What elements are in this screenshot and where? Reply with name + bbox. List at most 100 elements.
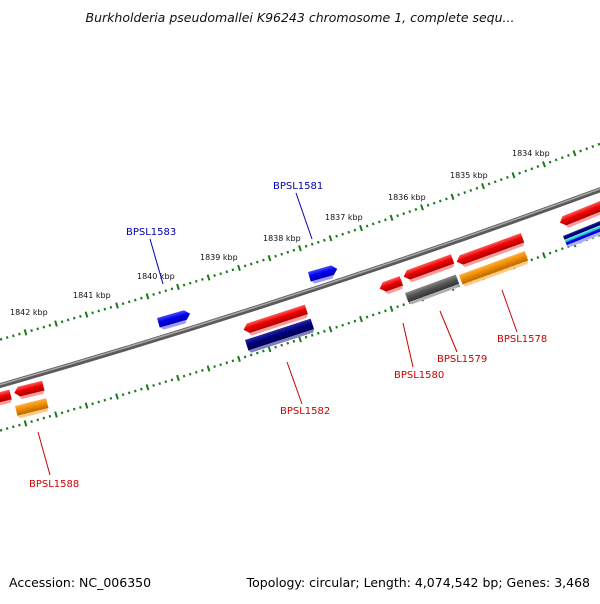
gene-feature-bpsl1579[interactable] <box>405 274 460 306</box>
outer-scale-minor-tick <box>255 260 259 264</box>
scale-labels: 1842 kbp 1841 kbp 1840 kbp 1839 kbp 1838… <box>10 149 550 317</box>
gene-features <box>0 195 600 419</box>
inner-scale-major-tick <box>54 411 58 418</box>
gene-feature-red-left-1[interactable] <box>0 389 12 408</box>
outer-scale-minor-tick <box>140 296 143 300</box>
inner-scale-minor-tick <box>536 256 540 260</box>
inner-scale-minor-tick <box>170 378 174 382</box>
outer-scale-minor-tick <box>121 302 125 306</box>
outer-scale-minor-tick <box>493 180 497 184</box>
gene-feature-red-left-2[interactable] <box>13 380 45 401</box>
gene-feature-red-edge[interactable] <box>558 195 600 231</box>
inner-scale-minor-tick <box>140 387 143 391</box>
inner-scale-minor-tick <box>0 428 3 432</box>
inner-scale-minor-tick <box>316 331 320 335</box>
inner-scale-minor-tick <box>292 339 296 343</box>
gene-feature-bpsl1588[interactable] <box>15 398 49 419</box>
outer-scale-minor-tick <box>567 153 570 157</box>
outer-scale-minor-tick <box>109 305 113 309</box>
outer-scale-minor-tick <box>591 145 595 148</box>
inner-scale-minor-tick <box>310 333 314 337</box>
inner-scale-minor-tick <box>66 409 70 413</box>
gene-label-bpsl1582[interactable]: BPSL1582 <box>280 406 330 417</box>
gene-feature-red-3[interactable] <box>455 233 525 269</box>
connector-bpsl1581 <box>295 192 313 240</box>
gene-feature-navy-edge[interactable] <box>563 217 600 248</box>
gene-feature-bpsl1578[interactable] <box>459 251 529 287</box>
outer-scale-minor-tick <box>414 208 418 211</box>
inner-scale-minor-tick <box>274 345 277 349</box>
outer-scale-minor-tick <box>73 316 76 320</box>
outer-scale-minor-tick <box>262 258 265 262</box>
outer-scale-minor-tick <box>158 291 162 295</box>
gene-label-bpsl1581[interactable]: BPSL1581 <box>273 181 323 192</box>
outer-scale-minor-tick <box>524 169 528 173</box>
gene-feature-red-2[interactable] <box>402 254 455 284</box>
outer-scale-major-tick <box>420 204 424 211</box>
outer-scale-minor-tick <box>133 298 137 302</box>
inner-scale-major-tick <box>176 374 180 382</box>
gene-feature-bpsl1581[interactable] <box>308 264 339 284</box>
outer-scale-major-tick <box>115 302 119 309</box>
outer-scale-minor-tick <box>408 210 412 214</box>
inner-scale-minor-tick <box>347 321 351 325</box>
outer-scale-minor-tick <box>469 188 473 192</box>
summary-text: Topology: circular; Length: 4,074,542 bp… <box>246 575 590 590</box>
outer-scale-minor-tick <box>365 224 369 228</box>
accession-text: Accession: NC_006350 <box>9 575 152 590</box>
inner-scale-minor-tick <box>12 425 15 429</box>
gene-feature-bpsl1582-red[interactable] <box>242 304 309 338</box>
inner-scale-minor-tick <box>219 363 223 367</box>
inner-scale-minor-tick <box>560 247 564 251</box>
outer-scale-minor-tick <box>152 293 155 296</box>
outer-scale-major-tick <box>23 329 28 336</box>
outer-scale-major-tick <box>511 172 516 179</box>
inner-scale-minor-tick <box>152 384 155 387</box>
outer-scale-minor-tick <box>97 309 100 313</box>
scale-label-1838: 1838 kbp <box>263 234 301 243</box>
gene-label-bpsl1579[interactable]: BPSL1579 <box>437 354 487 365</box>
outer-scale-minor-tick <box>91 311 94 315</box>
outer-scale-major-tick <box>176 283 180 291</box>
gene-feature-bpsl1583[interactable] <box>157 309 192 331</box>
inner-scale-minor-tick <box>42 416 46 420</box>
gene-connector-lines <box>37 192 518 476</box>
outer-scale-minor-tick <box>225 270 229 274</box>
gene-label-bpsl1580[interactable]: BPSL1580 <box>394 370 444 381</box>
gene-label-bpsl1583[interactable]: BPSL1583 <box>126 227 176 238</box>
inner-scale-minor-tick <box>133 389 137 393</box>
scale-label-1839: 1839 kbp <box>200 253 238 262</box>
scale-label-1841: 1841 kbp <box>73 291 111 300</box>
gene-feature-bpsl1582[interactable] <box>245 318 315 354</box>
inner-scale-minor-tick <box>91 402 94 406</box>
gene-feature-bpsl1580[interactable] <box>378 276 404 296</box>
outer-scale-minor-tick <box>103 307 107 311</box>
inner-scale-minor-tick <box>353 319 357 323</box>
inner-scale-minor-tick <box>30 420 33 424</box>
scale-label-1840: 1840 kbp <box>137 272 175 281</box>
outer-scale-minor-tick <box>554 158 558 162</box>
gene-label-bpsl1578[interactable]: BPSL1578 <box>497 334 547 345</box>
outer-scale-major-tick <box>298 245 302 252</box>
inner-scale-minor-tick <box>396 305 399 309</box>
outer-scale-major-tick <box>389 214 394 221</box>
outer-scale-minor-tick <box>347 230 351 234</box>
inner-scale-major-tick <box>23 420 28 427</box>
outer-scale-minor-tick <box>213 274 216 278</box>
outer-scale-minor-tick <box>30 329 33 333</box>
inner-scale-minor-tick <box>384 309 387 313</box>
outer-scale-major-tick <box>84 311 89 318</box>
inner-scale-minor-tick <box>182 374 186 378</box>
inner-scale-major-tick <box>389 305 394 312</box>
inner-scale-minor-tick <box>548 251 552 255</box>
inner-scale-minor-tick <box>158 382 162 386</box>
inner-scale-minor-tick <box>402 303 406 307</box>
inner-scale-minor-tick <box>97 400 100 404</box>
scale-label-1835: 1835 kbp <box>450 171 488 180</box>
inner-scale-minor-tick <box>36 418 39 422</box>
outer-scale-minor-tick <box>377 220 381 224</box>
inner-scale-major-tick <box>237 355 241 363</box>
gene-label-bpsl1588[interactable]: BPSL1588 <box>29 479 79 490</box>
outer-scale-minor-tick <box>316 240 320 244</box>
connector-bpsl1582 <box>286 361 303 405</box>
